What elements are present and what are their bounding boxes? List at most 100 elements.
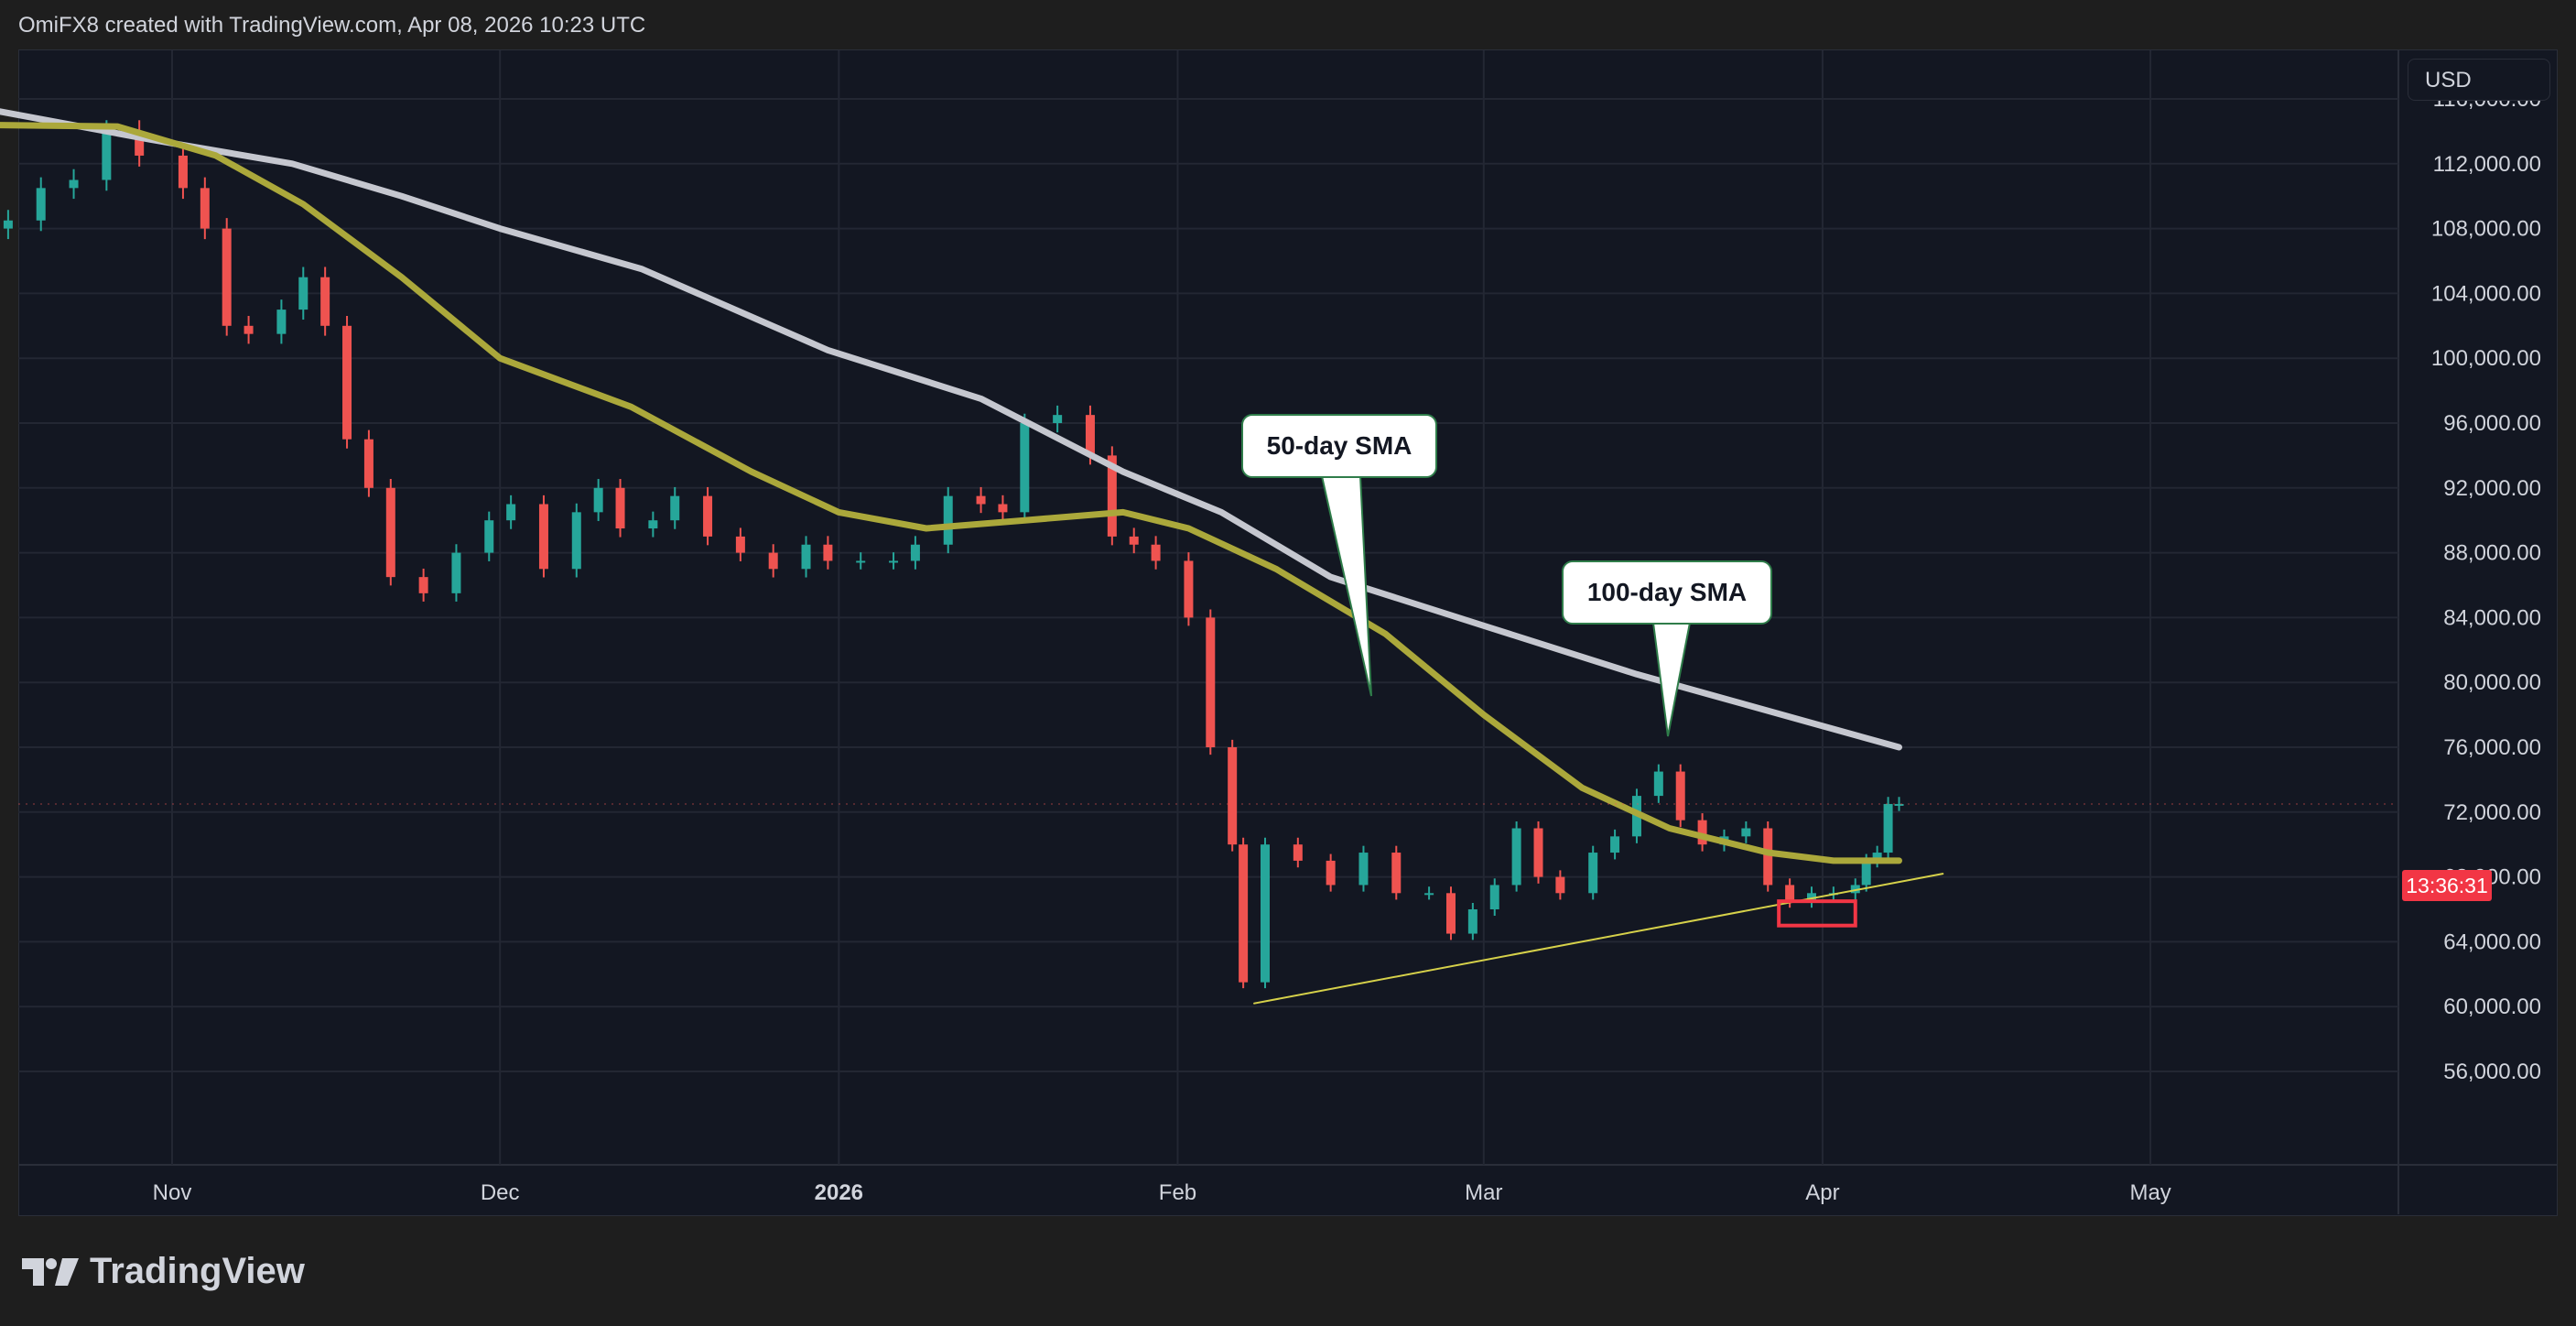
candle-body xyxy=(222,228,232,326)
candle-body xyxy=(801,544,811,570)
y-tick-label: 84,000.00 xyxy=(2443,605,2541,630)
y-tick-label: 108,000.00 xyxy=(2431,217,2541,242)
candle-body xyxy=(418,577,428,593)
candle-body xyxy=(768,552,778,570)
candle-body xyxy=(1489,885,1499,909)
candle xyxy=(135,120,145,167)
candle xyxy=(1184,552,1194,626)
candle xyxy=(1763,821,1773,892)
candle xyxy=(768,544,778,578)
tradingview-logo[interactable]: TradingView xyxy=(22,1251,305,1292)
candle-body xyxy=(571,512,581,570)
candle-body xyxy=(1807,893,1816,902)
candle-body xyxy=(342,325,352,440)
candle-body xyxy=(1151,544,1161,561)
candle xyxy=(1675,764,1685,828)
tradingview-logo-icon xyxy=(22,1257,79,1286)
x-tick-label: Feb xyxy=(1159,1180,1196,1205)
y-tick-label: 80,000.00 xyxy=(2443,670,2541,695)
chart-frame[interactable] xyxy=(18,49,2558,1216)
candle-body xyxy=(1467,909,1477,934)
candle xyxy=(36,177,46,232)
sma100-line xyxy=(0,108,1902,751)
sma50-callout-label: 50-day SMA xyxy=(1266,431,1412,460)
candle-body xyxy=(244,325,254,334)
candle-body xyxy=(1675,771,1685,821)
candle xyxy=(1424,886,1434,900)
candle xyxy=(1807,886,1816,908)
y-tick-label: 64,000.00 xyxy=(2443,929,2541,954)
candle-body xyxy=(1894,803,1904,806)
candle-body xyxy=(3,220,13,229)
candle xyxy=(1467,902,1477,940)
candle-body xyxy=(1184,560,1194,618)
y-tick-label: 56,000.00 xyxy=(2443,1060,2541,1084)
candle xyxy=(1697,813,1707,852)
candle-body xyxy=(1129,536,1139,545)
candle-body xyxy=(1785,885,1795,902)
candle-body xyxy=(1555,876,1565,894)
candle xyxy=(538,495,548,578)
support-trendline xyxy=(1253,873,1944,1005)
candle-body xyxy=(1239,844,1249,983)
candle xyxy=(178,145,188,200)
candle xyxy=(222,218,232,336)
candle-body xyxy=(1206,617,1216,747)
candle-body xyxy=(484,520,494,553)
candle-body xyxy=(670,495,680,521)
candle-body xyxy=(1391,853,1402,894)
candle xyxy=(735,527,745,561)
x-tick-label: May xyxy=(2129,1180,2170,1205)
candle-body xyxy=(1533,828,1543,877)
candle-body xyxy=(1261,844,1270,983)
candle-body xyxy=(1020,423,1030,513)
candle xyxy=(1053,405,1063,433)
time-axis: Nov Dec 2026 Feb Mar Apr May xyxy=(153,1180,2171,1205)
candle xyxy=(1358,845,1369,892)
y-tick-label: 88,000.00 xyxy=(2443,541,2541,566)
sma100-callout: 100-day SMA xyxy=(1562,560,1772,625)
candle-body xyxy=(1085,415,1095,456)
candle-body xyxy=(451,552,461,593)
candle-body xyxy=(1883,803,1893,853)
candle-body xyxy=(538,504,548,570)
candle-body xyxy=(200,188,210,229)
candle-body xyxy=(1293,844,1303,861)
sma100-callout-label: 100-day SMA xyxy=(1586,578,1748,606)
x-tick-label: Nov xyxy=(153,1180,192,1205)
candle xyxy=(1326,853,1336,892)
candle xyxy=(363,429,373,497)
candle-body xyxy=(703,495,713,537)
y-tick-label: 104,000.00 xyxy=(2431,281,2541,306)
candle-body xyxy=(102,131,112,180)
candle xyxy=(1894,797,1904,811)
candle xyxy=(1533,821,1543,884)
candle xyxy=(1293,837,1303,868)
candle xyxy=(1511,821,1521,892)
candle-body xyxy=(1511,828,1521,886)
candle xyxy=(1883,797,1893,860)
sma50-callout-pointer xyxy=(1320,475,1372,697)
candle-body xyxy=(1861,860,1871,886)
candle-body xyxy=(735,536,745,553)
indicator-overlays xyxy=(0,108,2398,1005)
candle xyxy=(703,486,713,546)
candle xyxy=(244,315,254,344)
y-tick-label: 76,000.00 xyxy=(2443,735,2541,760)
candle-body xyxy=(1424,893,1434,896)
candle xyxy=(69,168,79,200)
y-tick-label: 100,000.00 xyxy=(2431,346,2541,371)
candle-body xyxy=(1763,828,1773,886)
chart-header: OmiFX8 created with TradingView.com, Apr… xyxy=(18,13,646,38)
currency-button[interactable]: USD xyxy=(2408,59,2550,101)
candle-body xyxy=(1610,836,1620,853)
candle-body xyxy=(178,155,188,189)
candle xyxy=(1741,821,1751,843)
candle-body xyxy=(276,310,287,334)
x-tick-label: 2026 xyxy=(815,1180,863,1205)
candle-body xyxy=(1588,853,1598,894)
candle-body xyxy=(823,544,833,561)
candle-body xyxy=(648,520,658,529)
candle xyxy=(670,486,680,529)
